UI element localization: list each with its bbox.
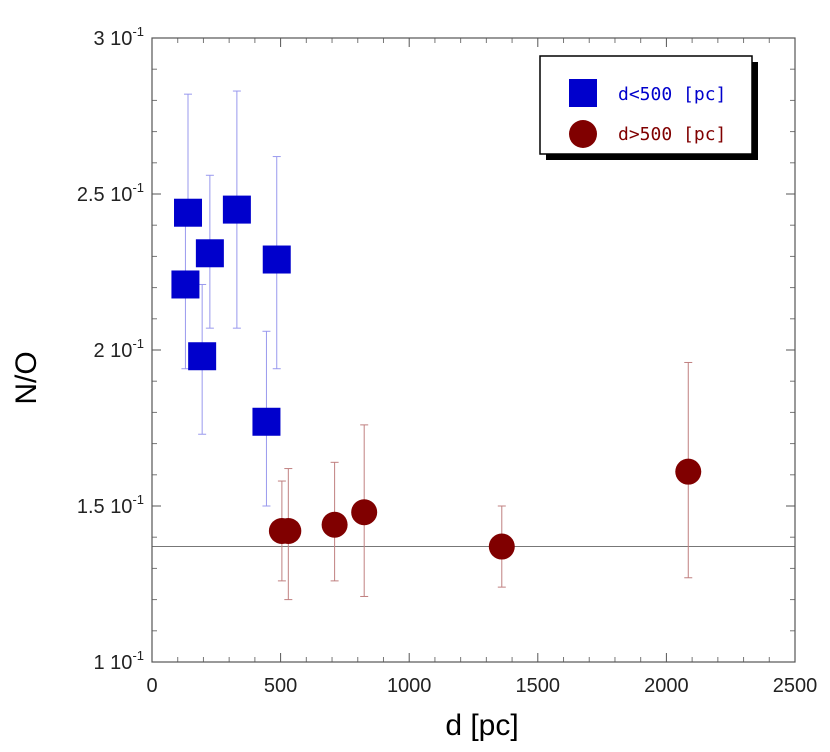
x-axis-title: d [pc] [445,709,518,742]
y-axis-title: N/O [10,351,43,404]
y-tick-label: 1.5 10-1 [77,492,144,518]
legend: d<500 [pc] d>500 [pc] [539,55,758,160]
ticks-layer [151,37,796,663]
data-point-near [174,198,203,227]
data-point-near [195,239,224,268]
x-tick-label: 1000 [387,675,432,697]
plot-frame [151,37,796,663]
y-tick-label: 2 10-1 [94,336,145,362]
error-bars-layer [181,90,693,601]
data-point-far [321,511,348,538]
legend-label-near: d<500 [pc] [618,84,726,105]
data-point-far [275,517,302,544]
data-point-near [171,270,200,299]
data-point-near [188,342,217,371]
data-point-far [488,533,515,560]
y-tick-label: 3 10-1 [94,24,145,50]
x-tick-label: 500 [264,675,297,697]
data-point-near [252,407,281,436]
data-point-far [675,458,702,485]
data-point-near [262,245,291,274]
points-layer [171,195,702,560]
y-tick-label: 1 10-1 [94,648,145,674]
data-point-far [351,499,378,526]
legend-marker-circle [569,120,597,148]
tick-labels-layer: 0 500 1000 1500 2000 2500 1 10-1 1.5 10-1 2 10-1… [77,24,817,697]
x-tick-label: 2000 [644,675,689,697]
data-point-near [222,195,251,224]
legend-label-far: d>500 [pc] [618,124,726,145]
legend-marker-square [569,79,597,107]
y-tick-label: 2.5 10-1 [77,180,144,206]
x-tick-label: 0 [146,675,157,697]
x-tick-label: 2500 [773,675,818,697]
x-tick-label: 1500 [516,675,561,697]
